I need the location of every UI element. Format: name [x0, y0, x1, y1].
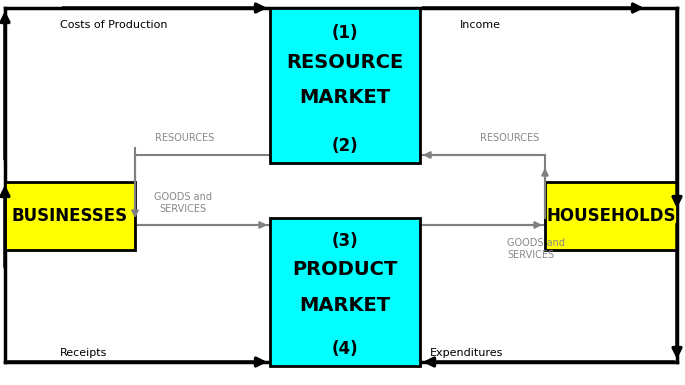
Text: MARKET: MARKET: [299, 296, 390, 315]
Text: Expenditures: Expenditures: [430, 348, 503, 358]
Text: (1): (1): [332, 24, 358, 42]
Text: RESOURCES: RESOURCES: [155, 133, 214, 143]
Bar: [5, 182, 135, 250]
Text: HOUSEHOLDS: HOUSEHOLDS: [546, 207, 675, 225]
Text: RESOURCES: RESOURCES: [480, 133, 540, 143]
Bar: [270, 8, 420, 163]
Text: (3): (3): [332, 232, 358, 250]
Text: Income: Income: [460, 20, 501, 30]
Text: Receipts: Receipts: [60, 348, 108, 358]
Bar: [545, 182, 677, 250]
Text: GOODS and
SERVICES: GOODS and SERVICES: [507, 238, 565, 259]
Bar: [270, 218, 420, 366]
Text: (4): (4): [332, 340, 358, 358]
Text: (2): (2): [332, 137, 358, 155]
Text: GOODS and
SERVICES: GOODS and SERVICES: [154, 192, 212, 214]
Text: MARKET: MARKET: [299, 88, 390, 107]
Text: BUSINESSES: BUSINESSES: [12, 207, 128, 225]
Text: RESOURCE: RESOURCE: [286, 53, 403, 72]
Text: PRODUCT: PRODUCT: [292, 260, 398, 279]
Text: Costs of Production: Costs of Production: [60, 20, 168, 30]
